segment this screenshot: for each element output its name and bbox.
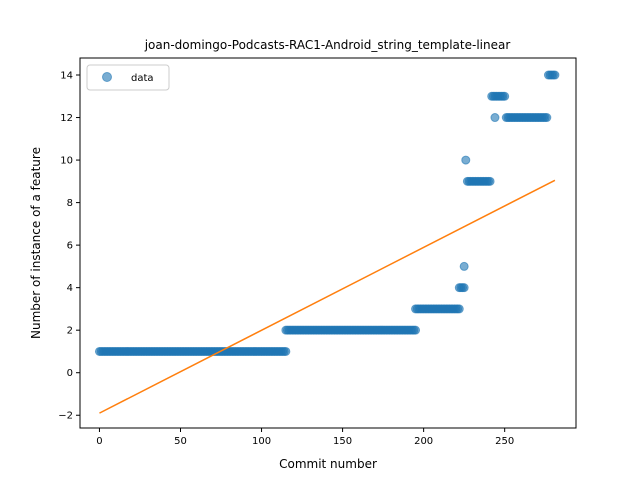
y-tick-label: 2 <box>67 326 73 337</box>
data-point <box>454 304 464 314</box>
legend-box <box>86 64 170 91</box>
data-point <box>490 113 500 123</box>
y-tick-label: 14 <box>60 71 73 82</box>
data-point <box>461 155 471 165</box>
y-tick-label: 4 <box>67 283 73 294</box>
plot-frame <box>79 57 577 429</box>
x-axis-ticks: 0 50 100 150 200 250 <box>96 428 514 447</box>
y-tick-label: 8 <box>67 198 73 209</box>
y-tick-label: 6 <box>67 241 73 252</box>
x-tick-label: 200 <box>414 436 433 447</box>
y-tick-label: 12 <box>60 113 73 124</box>
x-tick-label: 250 <box>495 436 514 447</box>
data-point <box>459 261 469 271</box>
data-point <box>485 176 495 186</box>
data-point <box>550 70 560 80</box>
legend-label-data: data <box>131 73 154 84</box>
data-point <box>459 283 469 293</box>
chart-title: joan-domingo-Podcasts-RAC1-Android_strin… <box>144 38 511 52</box>
x-tick-label: 0 <box>96 436 102 447</box>
x-tick-label: 150 <box>333 436 352 447</box>
y-axis-ticks: −2 0 2 4 6 8 10 12 14 <box>58 71 80 422</box>
data-layer <box>94 70 560 414</box>
legend: data <box>86 64 170 91</box>
data-point <box>542 113 552 123</box>
y-tick-label: 10 <box>60 156 73 167</box>
x-tick-label: 50 <box>174 436 187 447</box>
y-tick-label: −2 <box>58 411 73 422</box>
y-tick-label: 0 <box>67 368 73 379</box>
data-point <box>500 91 510 101</box>
y-axis-label: Number of instance of a feature <box>29 147 43 339</box>
x-tick-label: 100 <box>252 436 271 447</box>
legend-marker <box>102 72 112 82</box>
data-point <box>281 346 291 356</box>
x-axis-label: Commit number <box>279 457 377 471</box>
fit-line <box>99 179 556 414</box>
data-point <box>411 325 421 335</box>
